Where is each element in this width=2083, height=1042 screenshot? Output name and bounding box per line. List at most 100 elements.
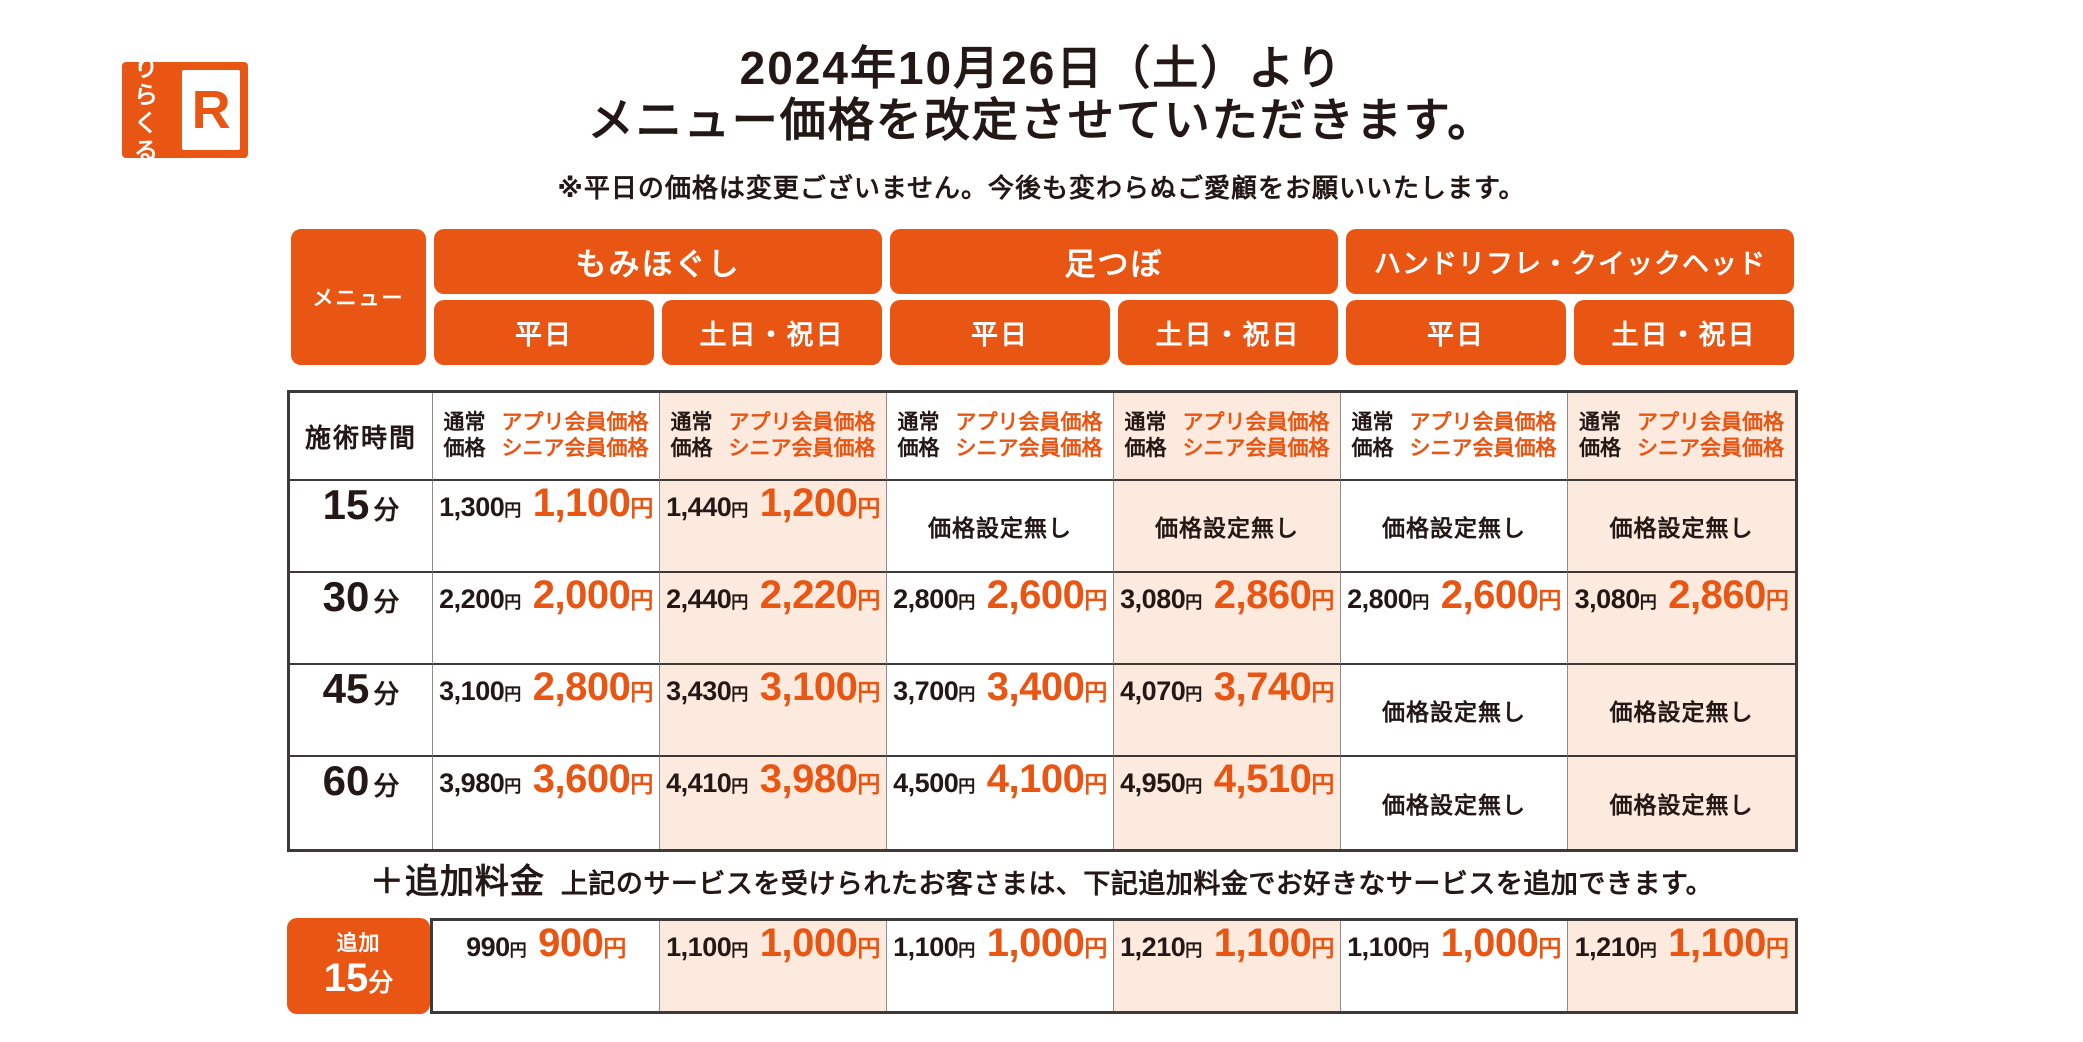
time-cell-30min: 30 分 <box>290 573 433 665</box>
addon-description: 上記のサービスを受けられたお客さまは、下記追加料金でお好きなサービスを追加できま… <box>560 869 1714 899</box>
price-cell: 1,100円 1,000円 <box>1341 921 1568 1011</box>
member-price: 1,100円 <box>532 481 654 525</box>
addon-note: ＋追加料金 上記のサービスを受けられたお客さまは、下記追加料金でお好きなサービスを… <box>0 854 2083 903</box>
time-cell-15min: 15 分 <box>290 481 433 573</box>
no-price-cell: 価格設定無し <box>1341 481 1568 573</box>
price-cell: 1,100円 1,000円 <box>887 921 1114 1011</box>
member-price: 2,860円 <box>1668 573 1789 617</box>
no-price-cell: 価格設定無し <box>887 481 1114 573</box>
price-column-header: 通常 価格 アプリ会員価格 シニア会員価格 <box>1114 393 1341 481</box>
category-header-momihogushi: もみほぐし <box>434 229 882 294</box>
member-price: 2,800円 <box>532 665 654 709</box>
price-cell: 1,210円 1,100円 <box>1568 921 1795 1011</box>
member-price: 1,200円 <box>759 481 881 525</box>
price-cell: 990円 900円 <box>433 921 660 1011</box>
member-price-label: アプリ会員価格 シニア会員価格 <box>501 410 649 460</box>
addon-price-table: 990円 900円 1,100円 1,000円 1,100円 1,000円 1,… <box>430 918 1798 1014</box>
price-column-header: 通常 価格 アプリ会員価格 シニア会員価格 <box>1341 393 1568 481</box>
day-header-weekend: 土日・祝日 <box>662 300 882 365</box>
normal-price: 1,300円 <box>439 492 521 522</box>
page-title-line1: 2024年10月26日（土）より <box>739 42 1344 94</box>
normal-price: 3,430円 <box>666 676 748 706</box>
addon-time-label: 追加 <box>336 932 381 956</box>
price-cell: 3,100円 2,800円 <box>433 665 660 757</box>
no-price-cell: 価格設定無し <box>1114 481 1341 573</box>
normal-price: 2,800円 <box>1347 584 1429 614</box>
price-cell: 4,410円 3,980円 <box>660 757 887 849</box>
normal-price: 1,100円 <box>1347 932 1429 962</box>
time-cell-45min: 45 分 <box>290 665 433 757</box>
day-header-weekday: 平日 <box>434 300 654 365</box>
price-column-header: 通常 価格 アプリ会員価格 シニア会員価格 <box>433 393 660 481</box>
member-price: 3,100円 <box>759 665 881 709</box>
time-column-header: 施術時間 <box>290 393 433 481</box>
price-column-header: 通常 価格 アプリ会員価格 シニア会員価格 <box>887 393 1114 481</box>
member-price: 1,000円 <box>759 921 881 965</box>
price-cell: 1,100円 1,000円 <box>660 921 887 1011</box>
normal-price: 1,100円 <box>666 932 748 962</box>
normal-price: 4,500円 <box>893 768 975 798</box>
day-header-weekday: 平日 <box>890 300 1110 365</box>
menu-header: メニュー もみほぐし 足つぼ ハンドリフレ・クイックヘッド 平日 土日・祝日 平… <box>287 226 1798 368</box>
member-price: 2,000円 <box>532 573 654 617</box>
logo-r-box: R <box>182 70 240 150</box>
price-cell: 1,440円 1,200円 <box>660 481 887 573</box>
price-cell: 3,080円 2,860円 <box>1568 573 1795 665</box>
member-price: 4,100円 <box>986 757 1108 801</box>
normal-price-label: 通常 価格 <box>443 410 486 460</box>
normal-price: 2,200円 <box>439 584 521 614</box>
member-price: 3,600円 <box>532 757 654 801</box>
no-price-cell: 価格設定無し <box>1568 665 1795 757</box>
price-cell: 2,800円 2,600円 <box>1341 573 1568 665</box>
price-cell: 3,430円 3,100円 <box>660 665 887 757</box>
no-price-cell: 価格設定無し <box>1341 757 1568 849</box>
no-price-cell: 価格設定無し <box>1568 757 1795 849</box>
member-price-label: アプリ会員価格 シニア会員価格 <box>955 410 1103 460</box>
member-price: 2,600円 <box>986 573 1108 617</box>
normal-price: 4,070円 <box>1120 676 1202 706</box>
logo-kana-line2: くる <box>134 110 160 165</box>
normal-price: 3,700円 <box>893 676 975 706</box>
addon-time-cell: 追加 15分 <box>287 918 430 1014</box>
price-cell: 1,210円 1,100円 <box>1114 921 1341 1011</box>
price-cell: 3,980円 3,600円 <box>433 757 660 849</box>
time-cell-60min: 60 分 <box>290 757 433 849</box>
member-price: 3,740円 <box>1213 665 1335 709</box>
price-cell: 2,800円 2,600円 <box>887 573 1114 665</box>
member-price: 2,220円 <box>759 573 881 617</box>
no-price-cell: 価格設定無し <box>1568 481 1795 573</box>
price-column-header: 通常 価格 アプリ会員価格 シニア会員価格 <box>1568 393 1795 481</box>
page-title: 2024年10月26日（土）より メニュー価格を改定させていただきます。 <box>0 42 2083 146</box>
category-header-ashitsubo: 足つぼ <box>890 229 1338 294</box>
normal-price-label: 通常 価格 <box>1351 410 1394 460</box>
price-cell: 3,080円 2,860円 <box>1114 573 1341 665</box>
normal-price-label: 通常 価格 <box>897 410 940 460</box>
member-price: 2,600円 <box>1440 573 1562 617</box>
day-header-weekend: 土日・祝日 <box>1574 300 1794 365</box>
no-price-cell: 価格設定無し <box>1341 665 1568 757</box>
price-cell: 1,300円 1,100円 <box>433 481 660 573</box>
price-column-header: 通常 価格 アプリ会員価格 シニア会員価格 <box>660 393 887 481</box>
member-price: 2,860円 <box>1213 573 1335 617</box>
normal-price: 2,800円 <box>893 584 975 614</box>
addon-time-value: 15分 <box>323 955 394 1000</box>
price-cell: 2,200円 2,000円 <box>433 573 660 665</box>
member-price: 4,510円 <box>1213 757 1335 801</box>
member-price: 1,100円 <box>1668 921 1789 965</box>
logo-kana-text: りら くる <box>134 55 182 165</box>
headline-note: ※平日の価格は変更ございません。今後も変わらぬご愛顧をお願いいたします。 <box>557 173 1526 203</box>
normal-price: 3,080円 <box>1574 584 1657 614</box>
normal-price: 1,210円 <box>1574 932 1657 962</box>
day-header-weekday: 平日 <box>1346 300 1566 365</box>
normal-price: 3,080円 <box>1120 584 1202 614</box>
member-price: 900円 <box>538 921 626 965</box>
logo-kana-line1: りら <box>134 54 160 110</box>
rirakuru-logo: りら くる R <box>122 55 248 165</box>
member-price: 1,100円 <box>1213 921 1335 965</box>
menu-header-label: メニュー <box>291 229 426 365</box>
member-price-label: アプリ会員価格 シニア会員価格 <box>1409 410 1557 460</box>
normal-price: 4,410円 <box>666 768 748 798</box>
page-title-line2: メニュー価格を改定させていただきます。 <box>587 94 1496 146</box>
member-price-label: アプリ会員価格 シニア会員価格 <box>1182 410 1330 460</box>
price-cell: 3,700円 3,400円 <box>887 665 1114 757</box>
